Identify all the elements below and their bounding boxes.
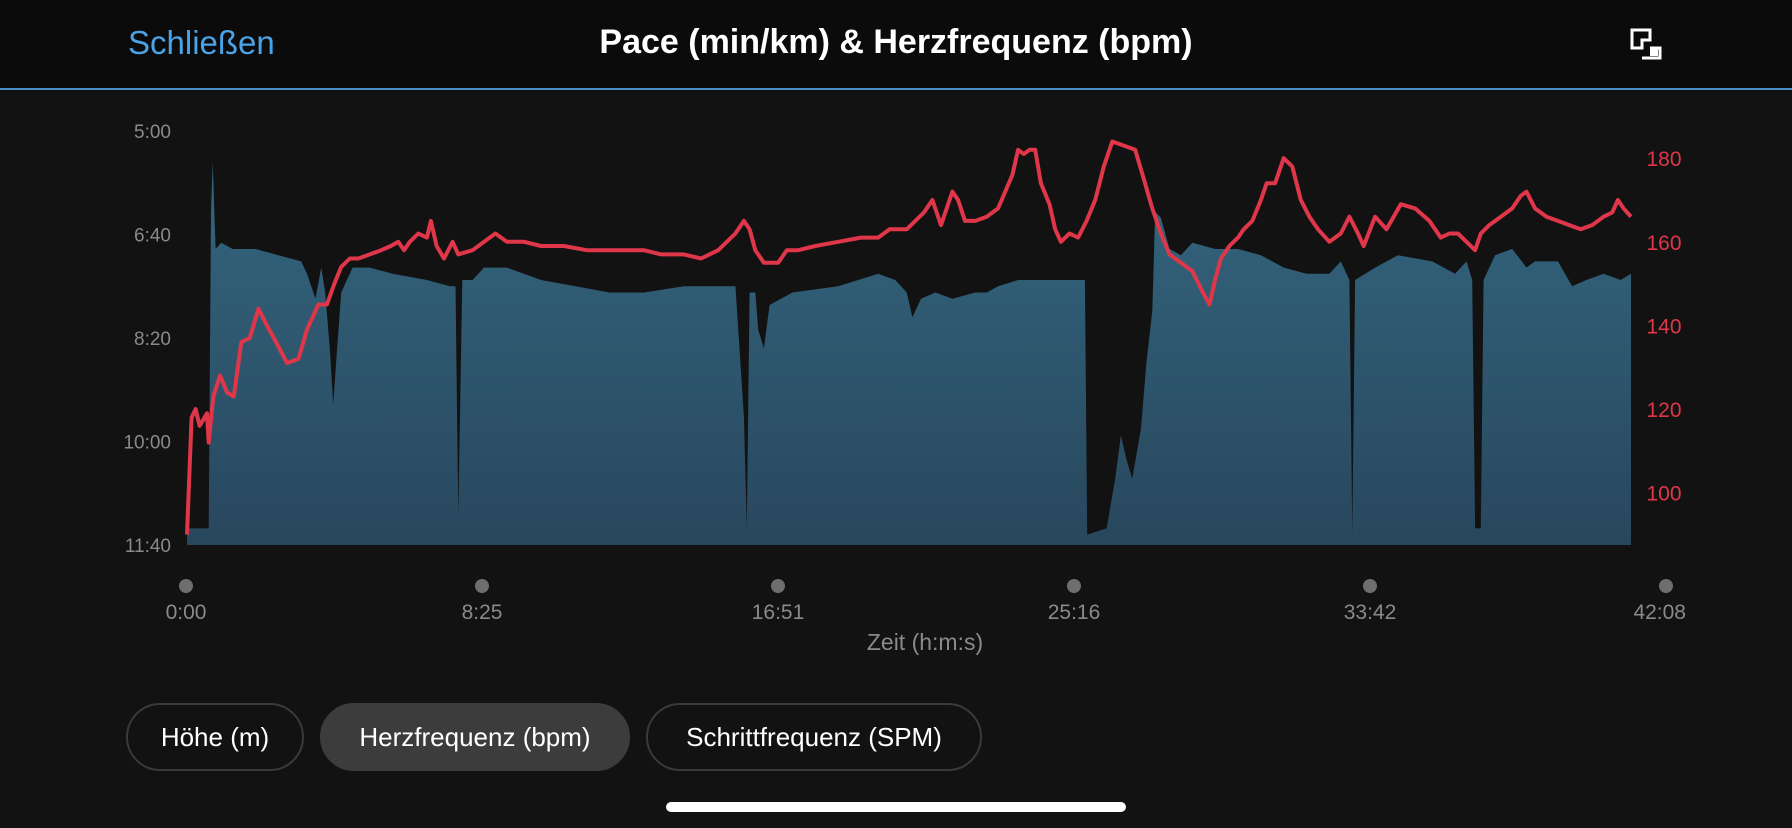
time-tick-label: 42:08 bbox=[1633, 601, 1686, 624]
pace-tick-label: 5:00 bbox=[134, 122, 171, 143]
expand-icon[interactable] bbox=[1628, 26, 1664, 62]
pace-tick-label: 8:20 bbox=[134, 329, 171, 350]
filter-pill[interactable]: Herzfrequenz (bpm) bbox=[320, 703, 630, 771]
time-tick-label: 16:51 bbox=[752, 601, 805, 624]
x-axis-title: Zeit (h:m:s) bbox=[867, 629, 983, 655]
pace-tick-label: 6:40 bbox=[134, 225, 171, 246]
heart-rate-tick-label: 180 bbox=[1646, 148, 1681, 171]
time-marker-dot bbox=[475, 579, 489, 593]
close-button[interactable]: Schließen bbox=[128, 24, 275, 61]
time-marker-dot bbox=[1363, 579, 1377, 593]
time-tick-label: 8:25 bbox=[462, 601, 503, 624]
page-title: Pace (min/km) & Herzfrequenz (bpm) bbox=[599, 23, 1193, 61]
header-bar: Schließen Pace (min/km) & Herzfrequenz (… bbox=[0, 0, 1792, 90]
time-tick-label: 25:16 bbox=[1048, 601, 1101, 624]
heart-rate-tick-label: 100 bbox=[1646, 483, 1681, 506]
pace-heartrate-chart: 5:00 6:40 8:20 10:00 11:40 180 160 140 120 100 0… bbox=[123, 122, 1686, 655]
time-marker-dot bbox=[771, 579, 785, 593]
time-marker-dot bbox=[1067, 579, 1081, 593]
pace-tick-label: 10:00 bbox=[123, 432, 171, 453]
heart-rate-tick-label: 160 bbox=[1646, 232, 1681, 255]
time-marker-dot bbox=[179, 579, 193, 593]
time-tick-label: 33:42 bbox=[1344, 601, 1397, 624]
heart-rate-tick-label: 120 bbox=[1646, 399, 1681, 422]
filter-pill[interactable]: Schrittfrequenz (SPM) bbox=[646, 703, 982, 771]
time-marker-dot bbox=[1659, 579, 1673, 593]
heart-rate-line-series bbox=[185, 139, 1633, 535]
pace-tick-label: 11:40 bbox=[125, 536, 171, 557]
home-indicator bbox=[666, 802, 1126, 812]
pace-area-series bbox=[187, 162, 1631, 545]
filter-pill[interactable]: Höhe (m) bbox=[126, 703, 304, 771]
time-tick-label: 0:00 bbox=[166, 601, 207, 624]
heart-rate-tick-label: 140 bbox=[1646, 315, 1681, 338]
